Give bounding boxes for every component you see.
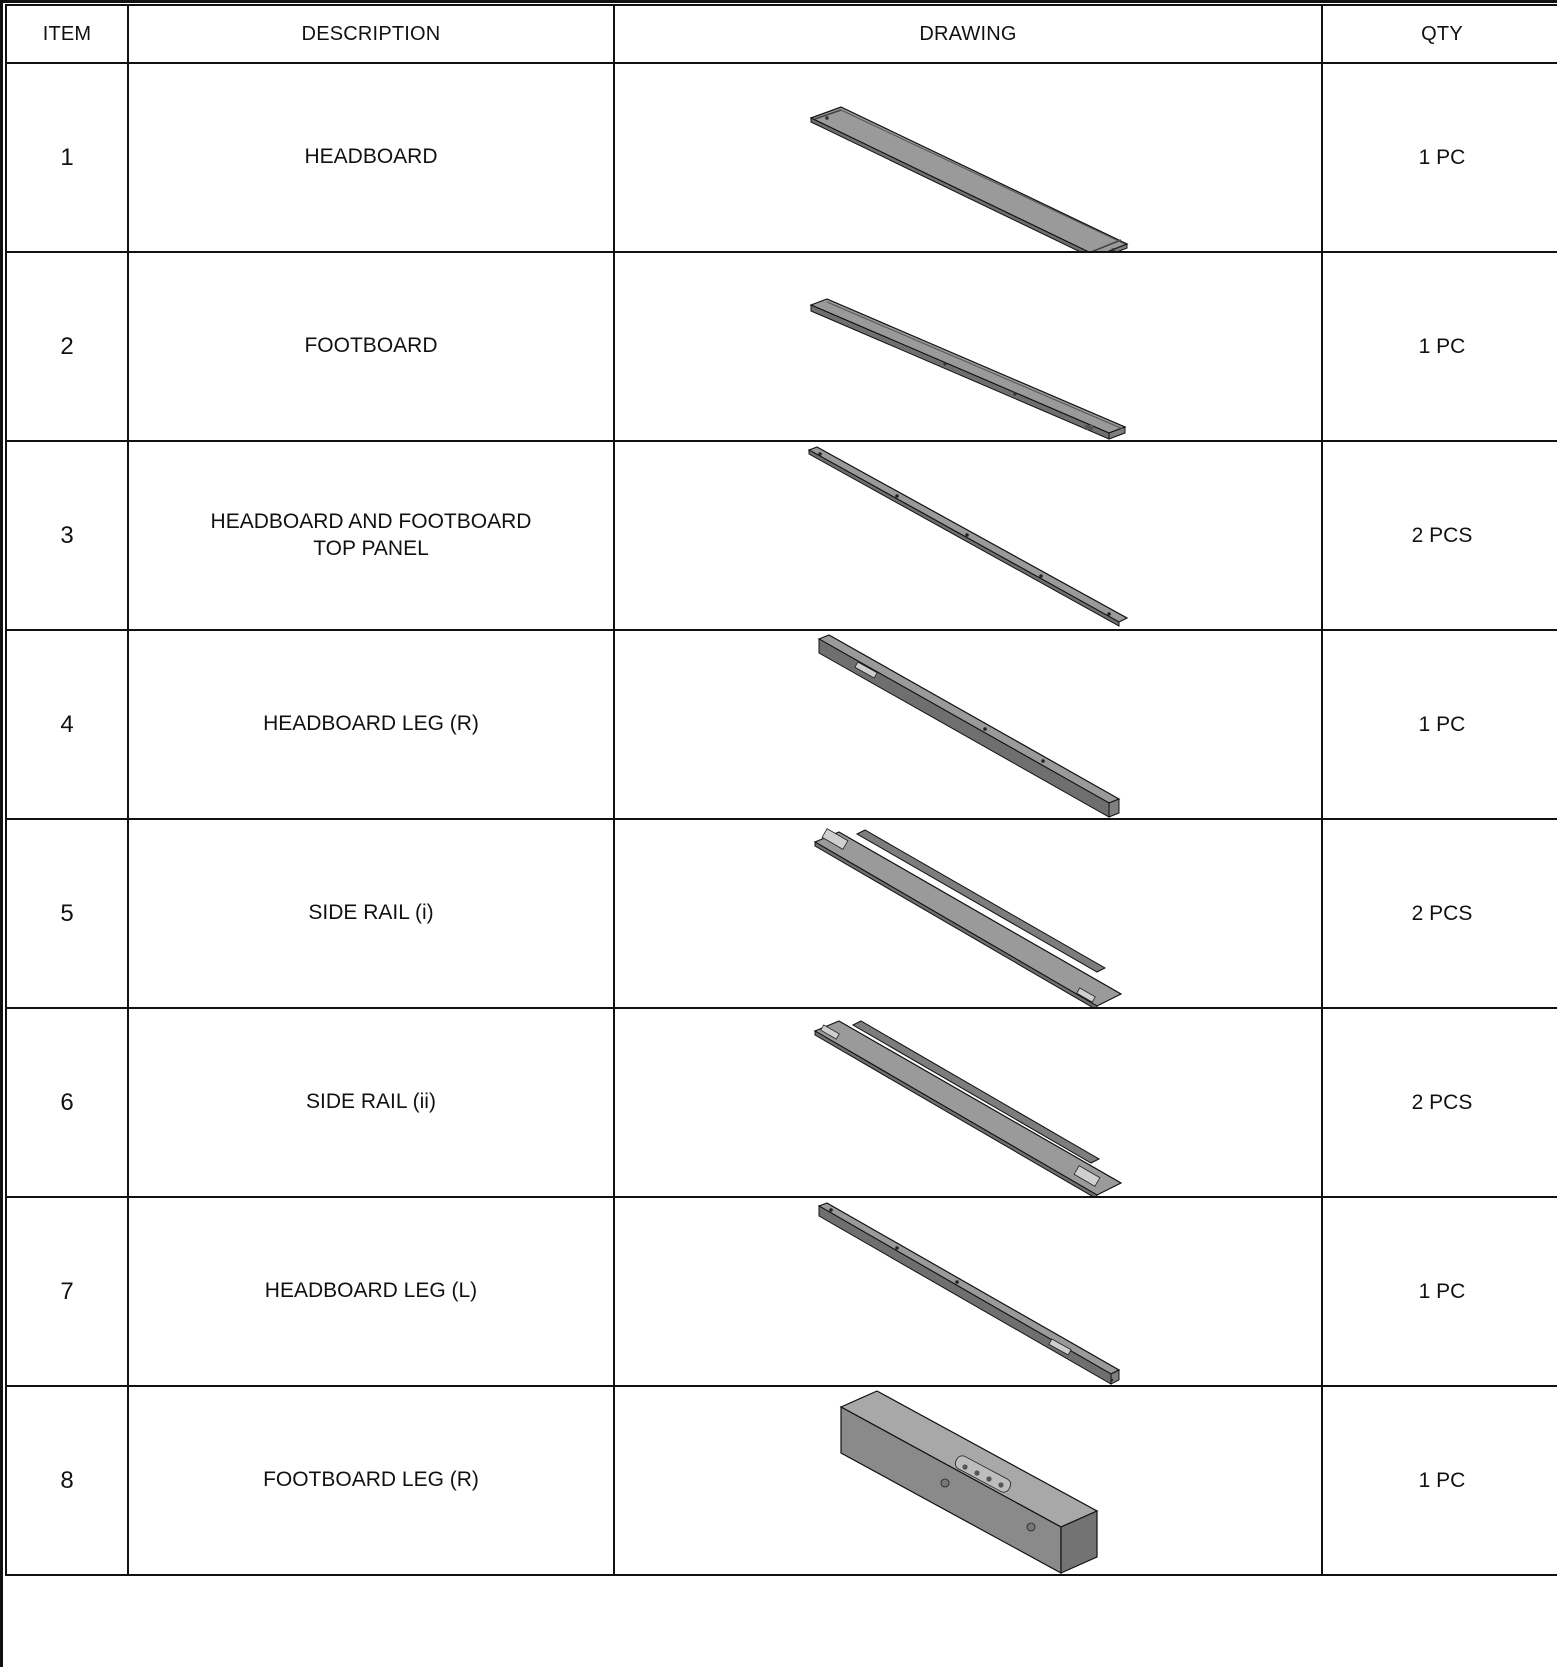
item-number: 2 xyxy=(5,251,129,442)
footboard-leg-block-icon xyxy=(615,1387,1323,1574)
side-rail-icon xyxy=(615,820,1323,1007)
item-drawing-cell xyxy=(613,818,1323,1009)
item-number: 3 xyxy=(5,440,129,631)
item-qty: 1 PC xyxy=(1321,251,1557,442)
item-qty: 2 PCS xyxy=(1321,440,1557,631)
item-drawing-cell xyxy=(613,440,1323,631)
item-description: FOOTBOARD xyxy=(127,251,615,442)
header-drawing: DRAWING xyxy=(613,4,1323,64)
sheet-left-border xyxy=(0,0,3,1667)
item-number: 7 xyxy=(5,1196,129,1387)
item-number: 4 xyxy=(5,629,129,820)
item-description: HEADBOARD LEG (R) xyxy=(127,629,615,820)
item-number: 6 xyxy=(5,1007,129,1198)
item-description: HEADBOARD AND FOOTBOARD TOP PANEL xyxy=(127,440,615,631)
header-row: ITEM DESCRIPTION DRAWING QTY xyxy=(5,4,1557,64)
item-qty: 2 PCS xyxy=(1321,1007,1557,1198)
item-description: HEADBOARD LEG (L) xyxy=(127,1196,615,1387)
footboard-panel-icon xyxy=(615,253,1323,440)
table-row: 3 HEADBOARD AND FOOTBOARD TOP PANEL xyxy=(5,440,1557,631)
item-description: SIDE RAIL (i) xyxy=(127,818,615,1009)
table-row: 5 SIDE RAIL (i) 2 PCS xyxy=(5,818,1557,1009)
header-item: ITEM xyxy=(5,4,129,64)
item-drawing-cell xyxy=(613,1007,1323,1198)
item-qty: 1 PC xyxy=(1321,62,1557,253)
table-row: 2 FOOTBOARD 1 xyxy=(5,251,1557,442)
item-description: FOOTBOARD LEG (R) xyxy=(127,1385,615,1576)
item-number: 8 xyxy=(5,1385,129,1576)
table-row: 8 FOOTBOARD LEG (R) xyxy=(5,1385,1557,1576)
table-row: 7 HEADBOARD LEG (L) xyxy=(5,1196,1557,1387)
item-qty: 1 PC xyxy=(1321,1196,1557,1387)
item-drawing-cell xyxy=(613,62,1323,253)
item-description: HEADBOARD xyxy=(127,62,615,253)
item-number: 1 xyxy=(5,62,129,253)
item-qty: 1 PC xyxy=(1321,1385,1557,1576)
item-description: SIDE RAIL (ii) xyxy=(127,1007,615,1198)
top-panel-bar-icon xyxy=(615,442,1323,629)
table-row: 6 SIDE RAIL (ii) 2 PCS xyxy=(5,1007,1557,1198)
side-rail-icon xyxy=(615,1009,1323,1196)
item-drawing-cell xyxy=(613,251,1323,442)
header-description: DESCRIPTION xyxy=(127,4,615,64)
table-row: 1 HEADBOARD xyxy=(5,62,1557,253)
item-drawing-cell xyxy=(613,629,1323,820)
table-row: 4 HEADBOARD LEG (R) 1 PC xyxy=(5,629,1557,820)
leg-bar-icon xyxy=(615,631,1323,818)
item-drawing-cell xyxy=(613,1385,1323,1576)
header-qty: QTY xyxy=(1321,4,1557,64)
item-number: 5 xyxy=(5,818,129,1009)
item-drawing-cell xyxy=(613,1196,1323,1387)
leg-bar-icon xyxy=(615,1198,1323,1385)
sheet-top-border xyxy=(0,0,1557,3)
headboard-panel-icon xyxy=(615,64,1323,251)
item-qty: 2 PCS xyxy=(1321,818,1557,1009)
parts-table: ITEM DESCRIPTION DRAWING QTY 1 HEADBOARD xyxy=(5,4,1557,1576)
item-qty: 1 PC xyxy=(1321,629,1557,820)
